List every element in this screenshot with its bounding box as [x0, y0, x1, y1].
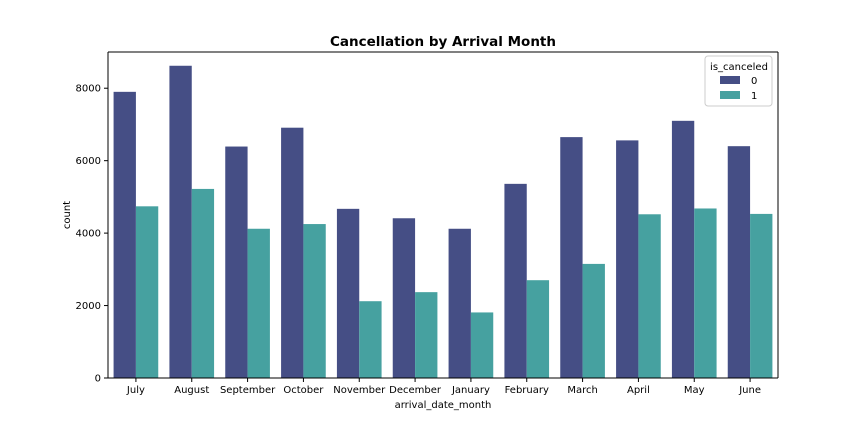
legend-title: is_canceled	[710, 62, 768, 73]
bar-november-series-1	[359, 301, 382, 378]
y-tick-label: 2000	[76, 301, 101, 312]
chart-title: Cancellation by Arrival Month	[330, 34, 556, 50]
x-tick-label: April	[627, 385, 650, 396]
bar-july-series-0	[113, 91, 136, 378]
bar-december-series-0	[392, 218, 416, 378]
bar-march-series-1	[582, 263, 605, 378]
legend-swatch-1	[720, 91, 740, 99]
x-axis-label: arrival_date_month	[395, 400, 492, 411]
bar-september-series-0	[225, 146, 248, 378]
bar-september-series-1	[247, 228, 270, 378]
bar-june-series-0	[727, 146, 751, 378]
bar-april-series-0	[616, 140, 639, 378]
y-tick-label: 6000	[76, 156, 101, 167]
bar-may-series-0	[671, 120, 695, 378]
x-tick-label: June	[738, 385, 761, 396]
bar-january-series-0	[448, 228, 471, 378]
legend: is_canceled 01	[704, 55, 773, 107]
bar-february-series-0	[504, 183, 527, 378]
x-tick-label: September	[220, 385, 276, 396]
bar-may-series-1	[694, 208, 717, 378]
bar-june-series-1	[750, 213, 773, 378]
y-ticks: 0 2000 4000 6000 8000	[76, 84, 108, 385]
x-tick-label: July	[126, 385, 145, 396]
x-tick-label: October	[283, 385, 324, 396]
y-axis-label: count	[62, 201, 73, 229]
bar-march-series-0	[560, 137, 583, 378]
y-tick-label: 8000	[76, 84, 101, 95]
x-tick-label: May	[684, 385, 705, 396]
x-tick-label: August	[174, 385, 209, 396]
y-tick-label: 0	[95, 374, 101, 385]
bar-april-series-1	[638, 214, 661, 378]
x-ticks: July August September October November Decemb…	[126, 378, 761, 396]
bar-november-series-0	[336, 208, 360, 378]
bars-layer	[113, 65, 773, 378]
x-tick-label: January	[451, 385, 490, 396]
x-tick-label: February	[505, 385, 549, 396]
bar-december-series-1	[415, 292, 438, 378]
bar-february-series-1	[526, 280, 550, 378]
bar-october-series-1	[303, 224, 326, 378]
axes-layer: 0 2000 4000 6000 8000 July August September Oct…	[76, 51, 779, 396]
bar-july-series-1	[135, 206, 159, 378]
bar-august-series-1	[191, 188, 215, 378]
legend-label-0: 0	[751, 76, 757, 87]
x-tick-label: March	[567, 385, 597, 396]
y-tick-label: 4000	[76, 229, 101, 240]
legend-swatch-0	[720, 76, 740, 84]
x-tick-label: December	[389, 385, 442, 396]
bar-october-series-0	[281, 127, 304, 378]
legend-label-1: 1	[751, 91, 757, 102]
bar-january-series-1	[470, 312, 494, 378]
bar-august-series-0	[169, 65, 192, 378]
legend-items: 01	[720, 76, 757, 102]
x-tick-label: November	[333, 385, 386, 396]
